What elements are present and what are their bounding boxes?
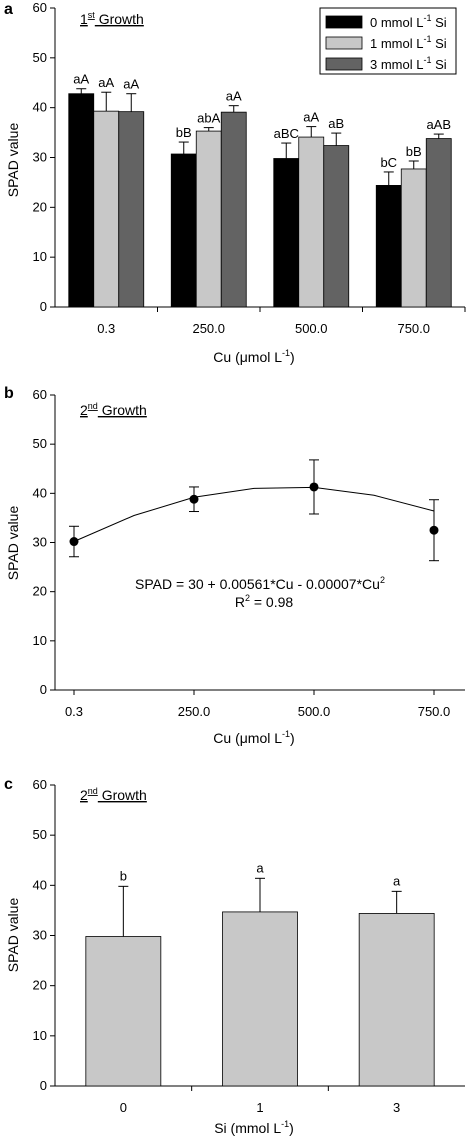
panel-c-y-tick-label: 30: [33, 928, 47, 943]
panel-c-growth-label: 2nd Growth: [80, 786, 147, 803]
panel-c-letter: c: [4, 776, 13, 793]
panel-c-y-tick-label: 20: [33, 978, 47, 993]
panel-a-sig-label: aA: [123, 77, 139, 92]
legend-swatch-0: [325, 15, 363, 29]
panel-b-x-tick-label: 500.0: [298, 704, 331, 719]
panel-a-sig-label: aAB: [426, 117, 451, 132]
panel-c-bar: [85, 936, 162, 1087]
panel-a-sig-label: aA: [226, 89, 242, 104]
panel-a-y-tick-label: 0: [40, 299, 47, 314]
panel-a-sig-label: aA: [303, 110, 319, 125]
panel-c-bar: [222, 911, 298, 1087]
panel-b-ylabel: SPAD value: [5, 506, 21, 581]
panel-c-y-tick-label: 40: [33, 877, 47, 892]
panel-a-xlabel: Cu (μmol L-1): [213, 348, 294, 365]
panel-b-x-tick-label: 250.0: [178, 704, 211, 719]
panel-c-y-tick-label: 60: [33, 777, 47, 792]
panel-c-sig-label: b: [120, 868, 127, 883]
panel-a-bar: [195, 130, 222, 308]
panel-c-x-tick-label: 3: [393, 1100, 400, 1115]
legend-label-2: 3 mmol L-1 Si: [370, 55, 447, 72]
panel-a-y-tick-label: 20: [33, 199, 47, 214]
panel-c-xlabel: Si (mmol L-1): [214, 1119, 294, 1136]
panel-c-y-tick-label: 50: [33, 827, 47, 842]
panel-b-y-tick-label: 40: [33, 485, 47, 500]
panel-b-x-tick-label: 0.3: [65, 704, 83, 719]
panel-b-point: [429, 525, 439, 535]
panel-a-y-tick-label: 60: [33, 0, 47, 15]
panel-a-y-tick-label: 40: [33, 100, 47, 115]
panel-a-sig-label: bC: [380, 155, 397, 170]
panel-a-bar: [400, 168, 427, 308]
panel-c-sig-label: a: [256, 860, 264, 875]
panel-b-growth-label: 2nd Growth: [80, 401, 147, 418]
panel-a-sig-label: aA: [98, 75, 114, 90]
panel-c-x-tick-label: 1: [256, 1100, 263, 1115]
panel-a-bar: [68, 93, 95, 308]
legend-swatch-2: [325, 57, 363, 71]
panel-c-bar: [358, 913, 435, 1087]
panel-b-x-tick-label: 750.0: [418, 704, 451, 719]
panel-a-sig-label: aBC: [274, 126, 299, 141]
panel-a-sig-label: aA: [73, 72, 89, 87]
panel-b-chart: 0 10 20 30 40 50 60 0.3 250.0 500.0 750.0: [33, 387, 465, 719]
panel-a-bar: [425, 138, 452, 308]
panel-a-bar: [323, 145, 350, 308]
panel-a-legend: 0 mmol L-1 Si 1 mmol L-1 Si 3 mmol L-1 S…: [319, 7, 457, 75]
panel-a-bar: [375, 185, 402, 308]
panel-b-equation: SPAD = 30 + 0.00561*Cu - 0.00007*Cu2: [135, 575, 385, 592]
panel-b-point: [69, 537, 79, 547]
panel-b-r2: R2 = 0.98: [235, 593, 294, 610]
panel-a-x-tick-label: 250.0: [192, 321, 225, 336]
panel-a-bar: [118, 111, 145, 308]
panel-b-letter: b: [4, 385, 14, 402]
panel-b-point: [189, 494, 199, 504]
panel-a-ylabel: SPAD value: [5, 123, 21, 198]
panel-c-x-tick-label: 0: [120, 1100, 127, 1115]
panel-a-bar: [298, 136, 325, 308]
panel-a-sig-label: bB: [176, 125, 192, 140]
panel-b-y-tick-label: 10: [33, 633, 47, 648]
legend-swatch-1: [325, 36, 363, 50]
panel-a-x-tick-label: 750.0: [397, 321, 430, 336]
panel-a-x-tick-label: 0.3: [97, 321, 115, 336]
panel-a-sig-label: aB: [328, 116, 344, 131]
panel-a-bar: [220, 111, 247, 308]
panel-c-chart: 0 10 20 30 40 50 60 0 b 1 a 3 a: [33, 777, 465, 1115]
panel-a-sig-label: abA: [197, 111, 220, 126]
panel-c-y-tick-label: 0: [40, 1078, 47, 1093]
panel-a-x-tick-label: 500.0: [295, 321, 328, 336]
panel-b-y-tick-label: 20: [33, 584, 47, 599]
panel-a-bar: [93, 110, 120, 308]
panel-b-y-tick-label: 0: [40, 682, 47, 697]
legend-label-0: 0 mmol L-1 Si: [370, 13, 447, 30]
panel-a-growth-label: 1st Growth: [80, 10, 144, 27]
panel-b-y-tick-label: 60: [33, 387, 47, 402]
panel-b-y-tick-label: 30: [33, 535, 47, 550]
panel-a-sig-label: bB: [406, 144, 422, 159]
panel-a-y-tick-label: 50: [33, 50, 47, 65]
panel-b-fit-curve: [73, 486, 435, 542]
panel-b-y-tick-label: 50: [33, 436, 47, 451]
panel-b-xlabel: Cu (μmol L-1): [213, 729, 294, 746]
panel-b-point: [309, 482, 319, 492]
panel-c-y-tick-label: 10: [33, 1028, 47, 1043]
panel-a-y-tick-label: 10: [33, 249, 47, 264]
panel-a-chart: 0 10 20 30 40 50 60 0.3 aA aA aA 250.0 bB abA aA 500.0 a…: [33, 0, 466, 336]
panel-a-bar: [273, 158, 300, 308]
panel-a-letter: a: [4, 1, 13, 18]
panel-c-sig-label: a: [393, 873, 401, 888]
panel-a-bar: [170, 153, 197, 308]
panel-a-y-tick-label: 30: [33, 150, 47, 165]
panel-c-ylabel: SPAD value: [5, 898, 21, 973]
legend-label-1: 1 mmol L-1 Si: [370, 34, 447, 51]
